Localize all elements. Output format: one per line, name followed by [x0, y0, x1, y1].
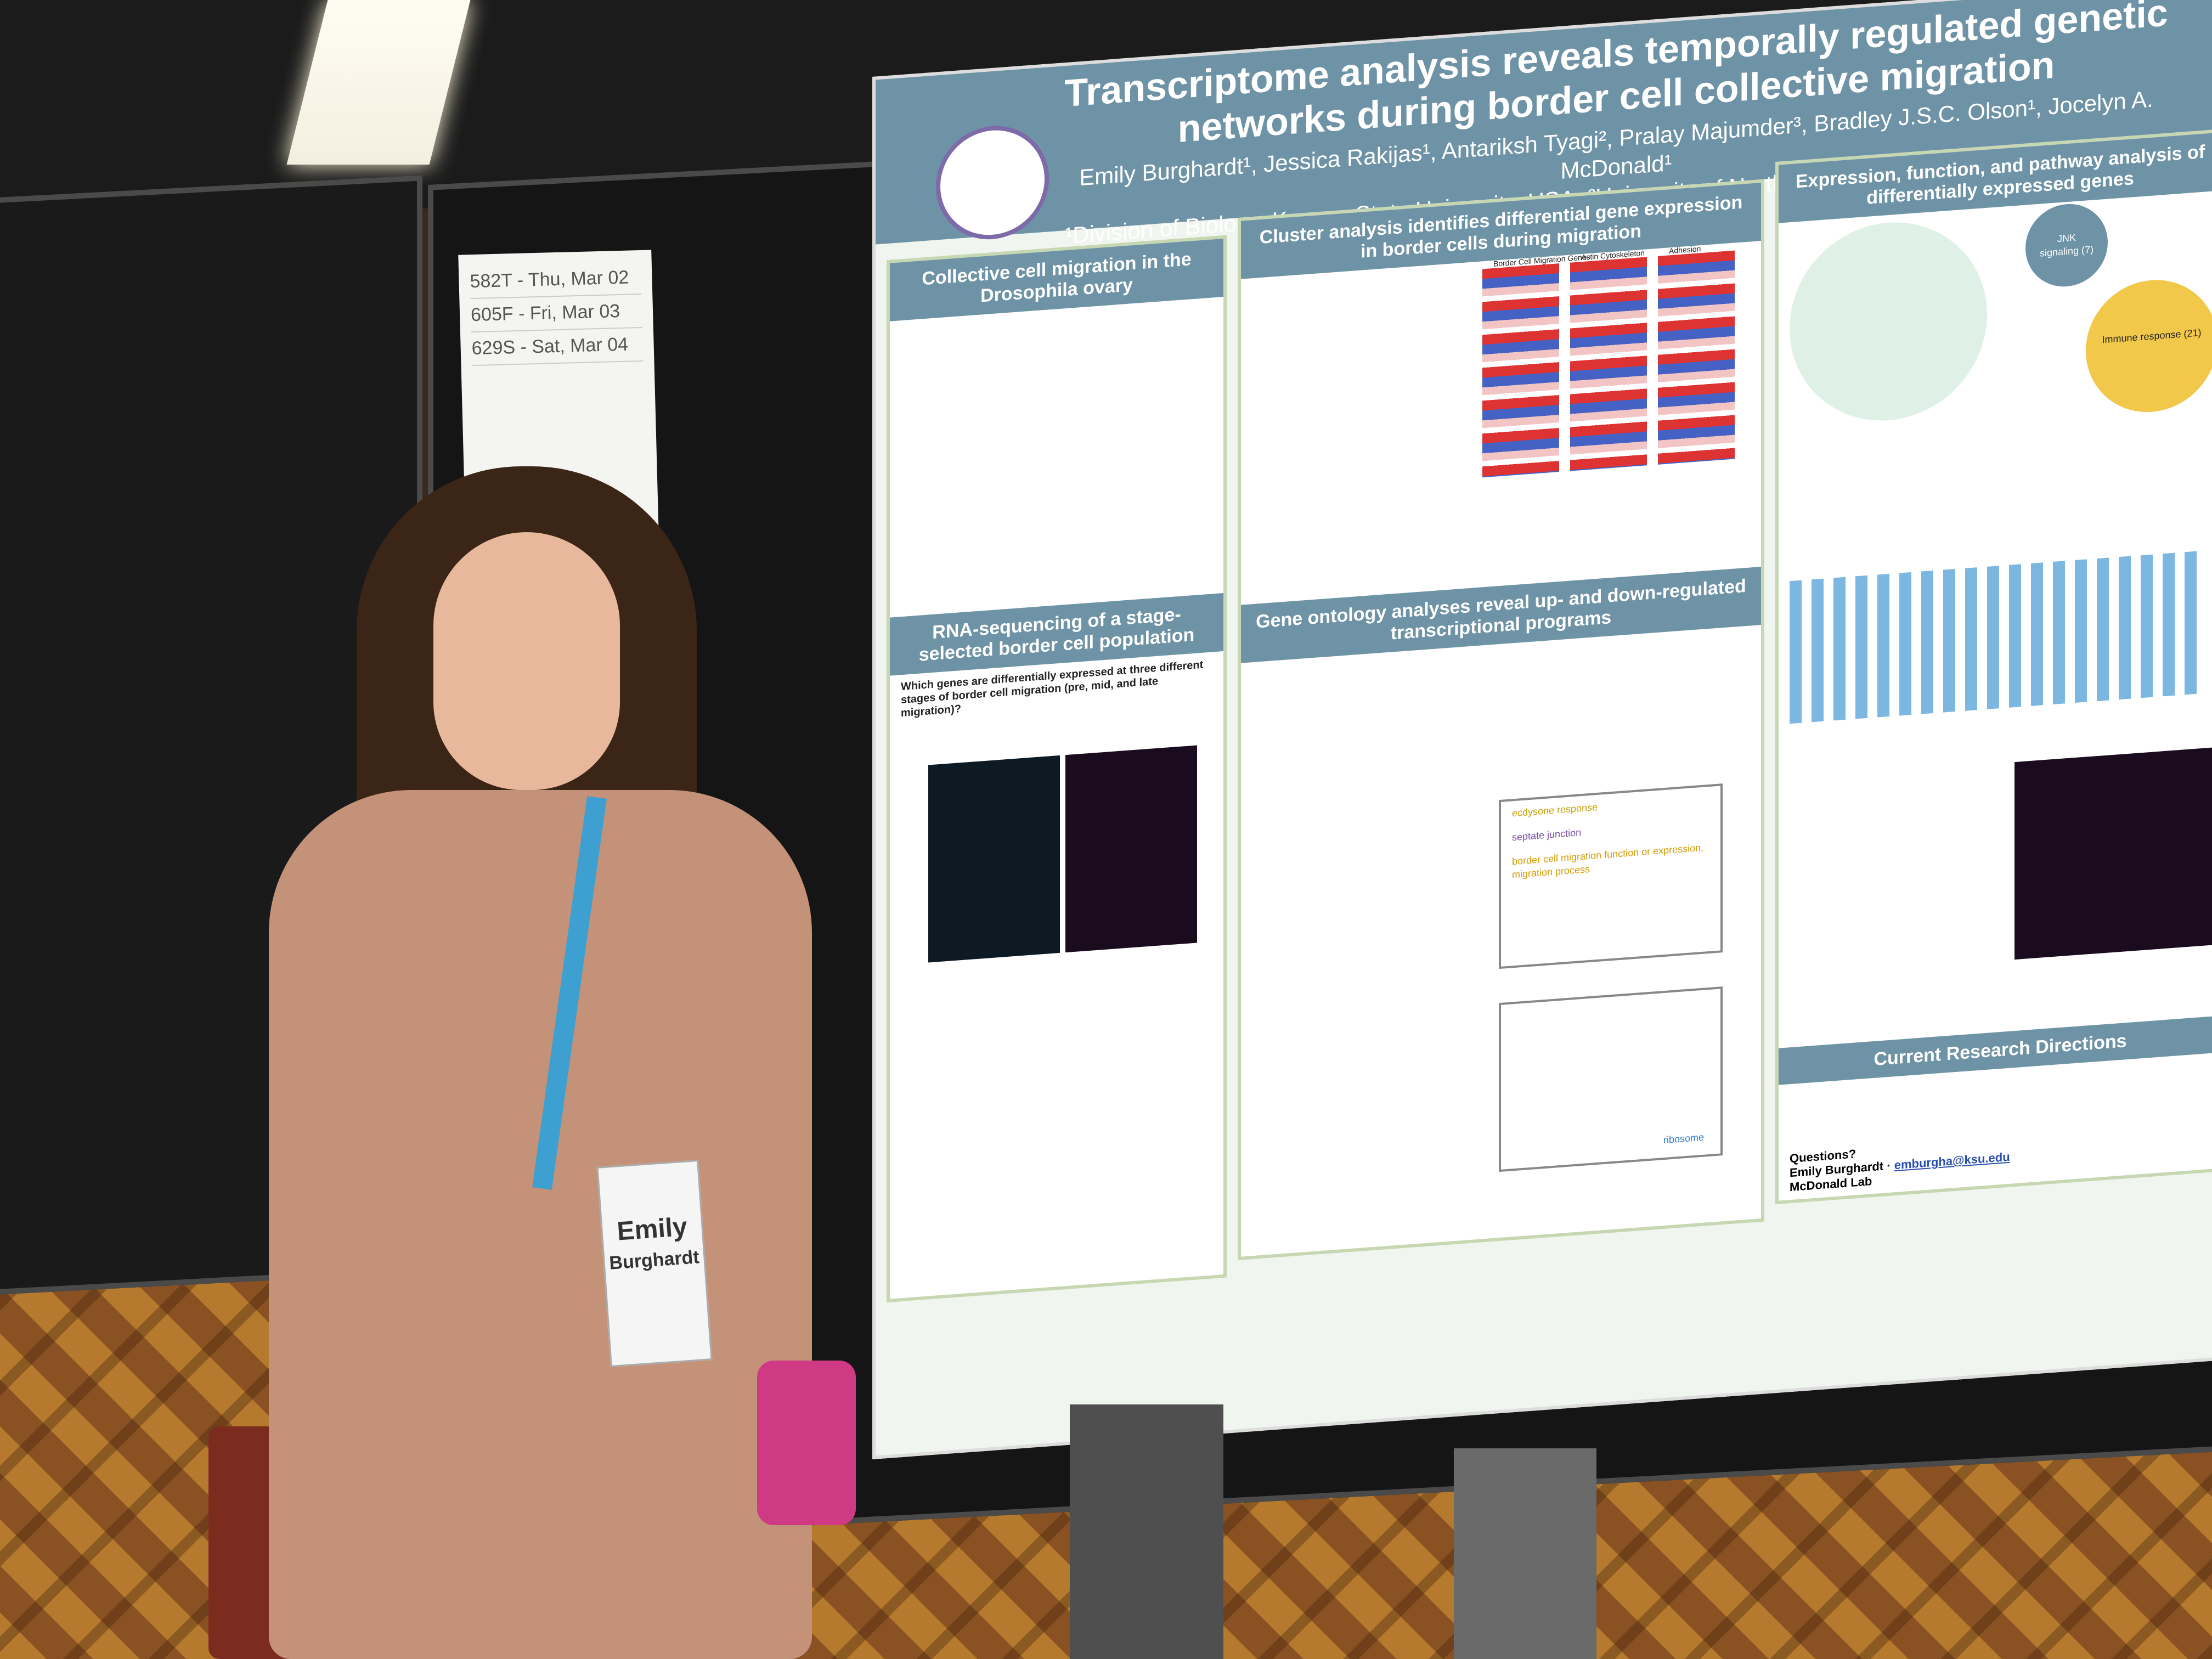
right-column: Expression, function, and pathway analys…	[1775, 128, 2212, 1205]
section-title: Gene ontology analyses reveal up- and do…	[1241, 567, 1761, 663]
ovary-images	[2015, 747, 2212, 960]
left-column: Collective cell migration in the Drosoph…	[887, 235, 1227, 1303]
pink-bag	[757, 1361, 856, 1525]
network-label: ribosome	[1663, 1131, 1704, 1146]
schedule-entry: 605F - Fri, Mar 03	[470, 294, 642, 333]
jnk-bubble: JNK signaling (7)	[2025, 201, 2108, 290]
pie-label: Immune response (21)	[2102, 327, 2202, 346]
heatmap	[1570, 257, 1647, 471]
immune-response-bubble: Immune response (21)	[2086, 275, 2212, 417]
attendee-legs	[1070, 1404, 1223, 1659]
bar-chart	[1790, 550, 2207, 724]
research-poster: Transcriptome analysis reveals temporall…	[872, 0, 2212, 1460]
schedule-entry: 629S - Sat, Mar 04	[471, 328, 644, 366]
heatmap	[1482, 263, 1559, 478]
section-body	[890, 297, 1223, 618]
attendee-legs	[1454, 1448, 1596, 1659]
schedule-entry: 582T - Thu, Mar 02	[469, 261, 642, 300]
pie-label: JNK signaling (7)	[2039, 232, 2094, 259]
cell-diagram	[1790, 215, 1987, 428]
middle-column: Cluster analysis identifies differential…	[1238, 179, 1764, 1261]
badge-last-name: Burghardt	[608, 1246, 700, 1274]
confocal-image-ecad	[1065, 745, 1197, 953]
ribosome-network: ribosome	[1499, 986, 1723, 1172]
contact-info: Questions? Emily Burghardt · emburgha@ks…	[1790, 1136, 2010, 1194]
section-title: Current Research Directions	[1779, 1015, 2212, 1085]
name-badge: Emily Burghardt	[596, 1159, 713, 1368]
network-diagram: ecdysone response septate junction borde…	[1499, 783, 1723, 969]
heatmap-label: Adhesion	[1669, 244, 1701, 256]
heatmap	[1658, 250, 1735, 465]
confocal-image-gfp	[928, 755, 1060, 963]
presenter-dress	[269, 790, 812, 1659]
presenter-face	[433, 532, 620, 790]
